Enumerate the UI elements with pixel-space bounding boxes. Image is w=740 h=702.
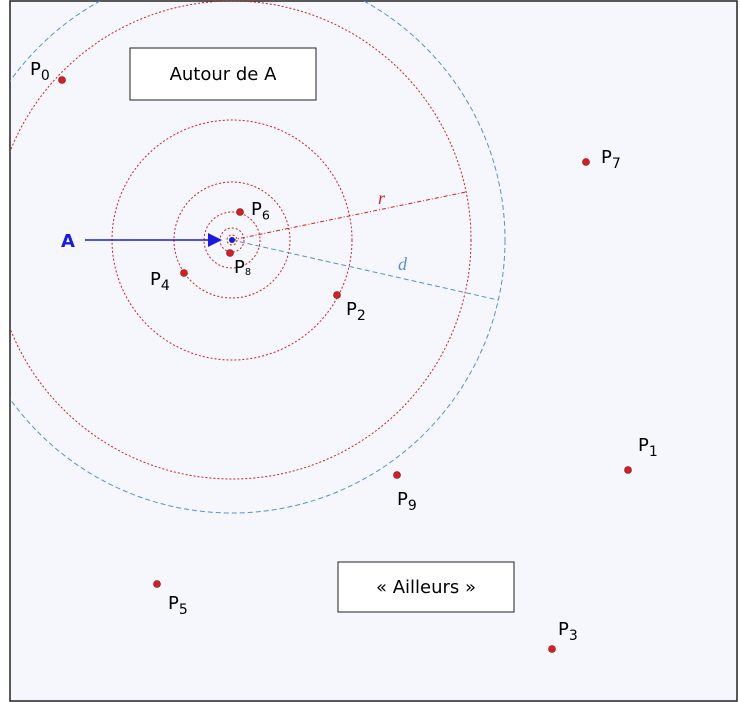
point-name: P — [346, 299, 357, 320]
far-label: « Ailleurs » — [376, 577, 476, 598]
point-name: P — [150, 269, 161, 290]
r-label: r — [378, 188, 386, 208]
point-name: P — [397, 489, 408, 510]
point — [236, 208, 244, 216]
point-index: 6 — [262, 207, 270, 222]
point-name: P — [638, 435, 649, 456]
point-name: P — [251, 199, 262, 220]
point-index: 0 — [41, 68, 50, 84]
point-name: P — [30, 59, 41, 80]
point — [393, 471, 401, 479]
point-label: P8 — [234, 257, 251, 278]
point-index: 3 — [569, 628, 578, 644]
point-label: P7 — [601, 147, 621, 172]
point-label: P1 — [638, 435, 658, 460]
point-index: 9 — [408, 498, 417, 514]
point-label: P4 — [150, 269, 170, 294]
point-name: P — [601, 147, 612, 168]
point-index: 2 — [357, 308, 366, 324]
point-label: P2 — [346, 299, 366, 324]
center-point — [229, 237, 235, 243]
point-label: P6 — [251, 199, 270, 222]
point-index: 4 — [161, 278, 170, 294]
point-name: P — [234, 257, 245, 278]
point-index: 5 — [179, 602, 188, 618]
point — [624, 466, 632, 474]
point-index: 1 — [649, 444, 658, 460]
d-label: d — [398, 254, 408, 274]
point — [58, 76, 66, 84]
point-index: 7 — [612, 156, 621, 172]
red-circle — [10, 1, 472, 480]
point — [333, 291, 341, 299]
point — [153, 580, 161, 588]
radius-r — [231, 191, 467, 241]
point-index: 8 — [245, 267, 251, 278]
near-label: Autour de A — [170, 64, 278, 85]
point — [582, 158, 590, 166]
point-label: P3 — [558, 619, 578, 644]
center-label: A — [61, 231, 75, 252]
far-box — [337, 561, 515, 613]
red-circle — [203, 211, 261, 269]
point-label: P9 — [397, 489, 417, 514]
point — [548, 645, 556, 653]
radius-d — [231, 239, 499, 301]
point-name: P — [558, 619, 569, 640]
point — [180, 269, 188, 277]
red-circle — [226, 234, 238, 246]
point — [226, 249, 234, 257]
near-box — [129, 47, 317, 101]
arrow-head — [208, 233, 222, 247]
point-name: P — [168, 593, 179, 614]
blue-circle — [10, 1, 506, 514]
point-label: P5 — [168, 593, 188, 618]
point-label: P0 — [30, 59, 50, 84]
